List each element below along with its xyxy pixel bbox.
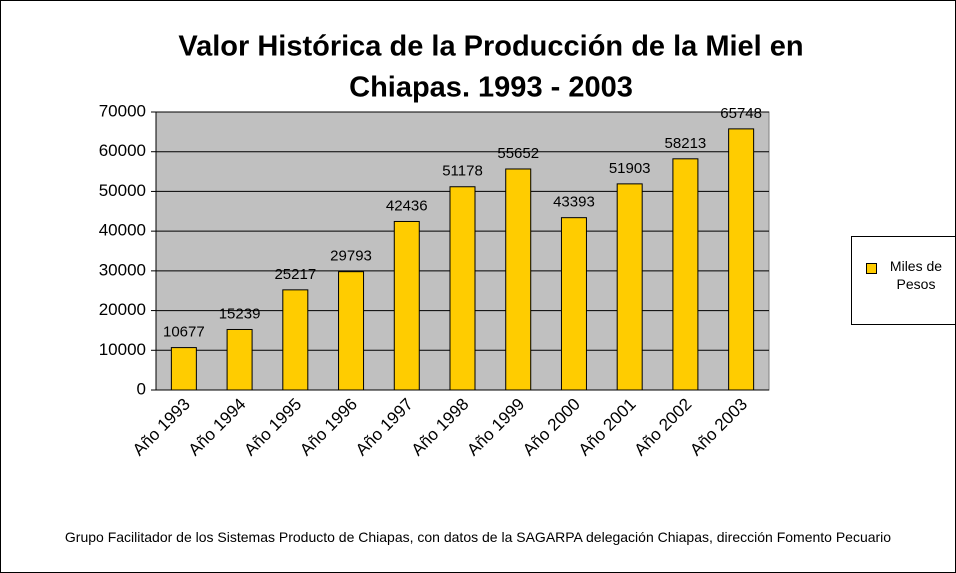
value-label: 43393 <box>553 194 595 211</box>
x-tick-label: Año 2002 <box>630 395 695 460</box>
y-tick-label: 20000 <box>99 300 146 319</box>
x-tick-label: Año 1999 <box>463 395 528 460</box>
legend-label: Miles de Pesos <box>889 258 943 292</box>
value-label: 10677 <box>163 324 205 341</box>
bar <box>226 328 253 391</box>
x-tick-label: Año 1998 <box>408 395 473 460</box>
source-note: Grupo Facilitador de los Sistemas Produc… <box>64 529 892 545</box>
value-label: 51903 <box>609 160 651 177</box>
bar <box>728 128 755 391</box>
bar <box>449 186 476 391</box>
chart-title: Chiapas. 1993 - 2003 <box>349 72 633 104</box>
x-tick-label: Año 1997 <box>352 395 417 460</box>
bar <box>560 217 587 391</box>
bar <box>616 183 643 391</box>
y-tick-label: 50000 <box>99 181 146 200</box>
y-tick-label: 60000 <box>99 141 146 160</box>
value-label: 15239 <box>219 305 261 322</box>
value-label: 42436 <box>386 197 428 214</box>
value-label: 55652 <box>497 145 539 162</box>
y-tick-label: 10000 <box>99 340 146 359</box>
bar <box>170 347 197 391</box>
x-tick-label: Año 1994 <box>185 395 250 460</box>
value-label: 51178 <box>442 163 483 180</box>
x-tick-label: Año 2000 <box>519 395 584 460</box>
bar <box>282 289 309 391</box>
bar <box>505 168 532 391</box>
bar <box>672 158 699 391</box>
y-tick-label: 70000 <box>99 101 146 120</box>
x-tick-label: Año 2003 <box>686 395 751 460</box>
value-label: 65748 <box>720 105 762 122</box>
legend-swatch <box>866 263 877 274</box>
value-label: 58213 <box>665 135 707 152</box>
x-tick-label: Año 1993 <box>129 395 194 460</box>
chart-title: Valor Histórica de la Producción de la M… <box>178 31 803 63</box>
x-tick-label: Año 1995 <box>240 395 305 460</box>
y-tick-label: 0 <box>137 379 146 398</box>
y-tick-label: 30000 <box>99 260 146 279</box>
bar <box>393 220 420 391</box>
value-label: 25217 <box>274 266 316 283</box>
bar <box>338 271 365 391</box>
x-tick-label: Año 1996 <box>296 395 361 460</box>
value-label: 29793 <box>330 248 372 265</box>
x-tick-label: Año 2001 <box>575 395 640 460</box>
y-tick-label: 40000 <box>99 221 146 240</box>
legend: Miles de Pesos <box>851 236 955 325</box>
